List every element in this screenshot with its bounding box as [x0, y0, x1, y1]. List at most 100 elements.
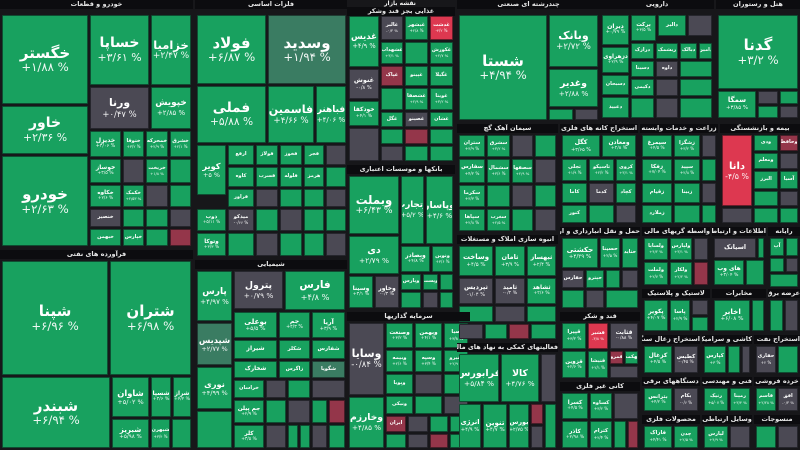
stock-tile-بترانس[interactable]: بترانس +۴/۲ %: [644, 388, 672, 411]
stock-tile-حکشتی[interactable]: حکشتی +۴/۳۹ %: [562, 238, 598, 268]
stock-tile-حفارس[interactable]: حفارس: [562, 270, 584, 288]
stock-tile[interactable]: [780, 191, 798, 206]
stock-tile[interactable]: [408, 416, 428, 432]
stock-tile[interactable]: [730, 426, 750, 448]
stock-tile-خودرو[interactable]: خودرو +۲/۶۳ %: [2, 156, 88, 246]
stock-tile-غصینو[interactable]: غصینو: [405, 112, 428, 127]
stock-tile-خاور[interactable]: خاور +۲/۳۶ %: [2, 106, 88, 154]
stock-tile-دسینا[interactable]: دسینا: [631, 61, 654, 77]
stock-tile[interactable]: [266, 425, 286, 448]
stock-tile-قپیرا[interactable]: قپیرا +۳/۲ %: [562, 323, 586, 349]
stock-tile[interactable]: [628, 421, 638, 448]
stock-tile-فاراک[interactable]: فاراک +۴/۴۱ %: [644, 426, 672, 448]
stock-tile-شگویا[interactable]: شگویا: [312, 361, 345, 378]
stock-tile[interactable]: [610, 366, 638, 378]
stock-tile-فجر[interactable]: فجر: [304, 145, 324, 165]
stock-tile-وپویا[interactable]: وپویا: [386, 374, 413, 394]
stock-tile-رنیک[interactable]: رنیک +۵/۰۷ %: [704, 388, 728, 411]
stock-tile-خکاوه[interactable]: خکاوه +۲/۶ %: [90, 185, 121, 207]
stock-tile-غپینو[interactable]: غپینو: [405, 66, 428, 86]
stock-tile-وتجارت[interactable]: وتجارت+۵/۲ %: [401, 176, 424, 244]
stock-tile-خزامیا[interactable]: خزامیا +۲/۴۷ %: [151, 15, 191, 85]
stock-tile[interactable]: [780, 208, 798, 223]
stock-tile-بورس[interactable]: بورس +۲/۷۵ %: [509, 404, 529, 448]
stock-tile[interactable]: [622, 270, 638, 288]
stock-tile[interactable]: [680, 79, 712, 96]
stock-tile[interactable]: [146, 209, 168, 227]
stock-tile-ثامان[interactable]: ثامان +۳/۹ %: [495, 246, 525, 276]
stock-tile[interactable]: [531, 404, 543, 424]
stock-tile-سغرب[interactable]: سغرب +۲/۵ %: [487, 209, 510, 231]
stock-tile-سشرق[interactable]: سشرق +۳/۲ %: [487, 135, 510, 157]
stock-tile-ایران[interactable]: ایران: [386, 416, 406, 432]
stock-tile[interactable]: [280, 209, 302, 231]
stock-tile-افق[interactable]: افق -۰/۳ %: [778, 388, 798, 411]
stock-tile[interactable]: [692, 317, 708, 331]
stock-tile[interactable]: [509, 324, 529, 339]
stock-tile-خپارس[interactable]: خپارس: [123, 229, 144, 246]
stock-tile-وبصادر[interactable]: وبصادر +۴/۸ %: [401, 246, 430, 272]
stock-tile-دی[interactable]: دی +۲/۷۹ %: [349, 236, 399, 274]
stock-tile[interactable]: [256, 233, 278, 256]
stock-tile-دبالک[interactable]: دبالک: [680, 43, 697, 59]
stock-tile-سپید[interactable]: سپید +۲/۸ %: [674, 159, 700, 181]
stock-tile[interactable]: [440, 274, 453, 290]
stock-tile-شکلر[interactable]: شکلر: [279, 340, 310, 359]
stock-tile-خپویش[interactable]: خپویش +۲/۸۵ %: [151, 87, 191, 129]
stock-tile-زملارد[interactable]: زملارد: [642, 205, 672, 223]
stock-tile-ولساپا[interactable]: ولساپا +۴/۲ %: [644, 238, 668, 260]
stock-tile-دکیمی[interactable]: دکیمی: [631, 79, 654, 96]
stock-tile-شبریز[interactable]: شبریز +۵/۹۸ %: [112, 419, 149, 448]
stock-tile-کلوند[interactable]: [728, 346, 740, 373]
stock-tile[interactable]: [430, 416, 448, 432]
stock-tile-فملی[interactable]: فملی +۵/۸۸ %: [197, 86, 266, 143]
stock-tile[interactable]: [256, 209, 278, 231]
stock-tile-دامین[interactable]: دامین: [699, 43, 712, 59]
stock-tile-حپترو[interactable]: حپترو: [586, 270, 604, 288]
stock-tile[interactable]: [527, 306, 556, 322]
stock-tile-کدما[interactable]: کدما: [589, 183, 614, 203]
stock-tile-خمحرکه[interactable]: خمحرکه +۲/۹ %: [146, 131, 168, 157]
stock-tile[interactable]: [415, 374, 442, 394]
stock-tile-قمرو[interactable]: قمرو: [610, 351, 623, 364]
stock-tile-ثامید[interactable]: ثامید -۰/۲ %: [495, 278, 525, 304]
stock-tile[interactable]: [312, 425, 327, 448]
stock-tile-زبینا[interactable]: زبینا: [674, 183, 700, 203]
stock-tile[interactable]: [256, 189, 278, 207]
stock-tile-قنیشا[interactable]: قنیشا +۲/۱ %: [588, 351, 608, 378]
stock-tile-درازک[interactable]: درازک: [631, 43, 654, 59]
stock-tile[interactable]: [430, 434, 448, 448]
stock-tile[interactable]: [381, 129, 403, 144]
stock-tile-سفارس[interactable]: سفارس +۴/۲ %: [459, 159, 485, 183]
stock-tile-خکمک[interactable]: خکمک +۲/۵۳ %: [123, 185, 144, 207]
stock-tile-خریخت[interactable]: خریخت +۱/۸ %: [146, 159, 168, 183]
stock-tile-وسینا[interactable]: وسینا +۳/۱ %: [349, 276, 373, 308]
stock-tile[interactable]: [742, 346, 750, 373]
stock-tile-سپاها[interactable]: سپاها +۲/۸ %: [459, 209, 485, 231]
stock-tile[interactable]: [694, 262, 708, 285]
stock-tile[interactable]: [535, 159, 556, 183]
stock-tile[interactable]: [312, 400, 327, 423]
stock-tile-خبهمن[interactable]: خبهمن: [90, 229, 121, 246]
stock-tile[interactable]: [170, 229, 191, 246]
stock-tile-ارفع[interactable]: ارفع: [228, 145, 254, 165]
stock-tile[interactable]: [459, 324, 483, 339]
stock-tile-ستران[interactable]: ستران +۳/۹ %: [459, 135, 485, 157]
stock-tile[interactable]: [780, 153, 798, 169]
stock-tile-وغدیر[interactable]: وغدیر +۲/۸۸ %: [549, 69, 598, 107]
stock-tile[interactable]: [702, 159, 716, 181]
stock-tile-وصنعت[interactable]: وصنعت +۳/۲ %: [386, 323, 413, 348]
stock-tile-فرابورس[interactable]: فرابورس +۵/۸۴ %: [459, 354, 499, 402]
stock-tile-غگل[interactable]: غگل: [381, 112, 403, 127]
stock-tile-شراز[interactable]: شراز +۴/۲ %: [173, 377, 191, 417]
stock-tile-میدکو[interactable]: میدکو -۰/۶۶ %: [228, 209, 254, 231]
stock-tile-دیران[interactable]: دیران +۰/۷۹ %: [602, 15, 629, 45]
stock-tile-وحافظ[interactable]: وحافظ: [780, 135, 798, 151]
stock-tile[interactable]: [756, 426, 776, 448]
stock-tile-کالا[interactable]: کالا +۴/۷۶ %: [501, 354, 539, 402]
stock-tile[interactable]: [381, 88, 403, 110]
stock-tile-شفارس[interactable]: شفارس: [312, 340, 345, 359]
stock-tile[interactable]: [702, 205, 716, 223]
stock-tile[interactable]: [606, 270, 620, 288]
stock-tile-هرمز[interactable]: هرمز: [304, 167, 324, 187]
